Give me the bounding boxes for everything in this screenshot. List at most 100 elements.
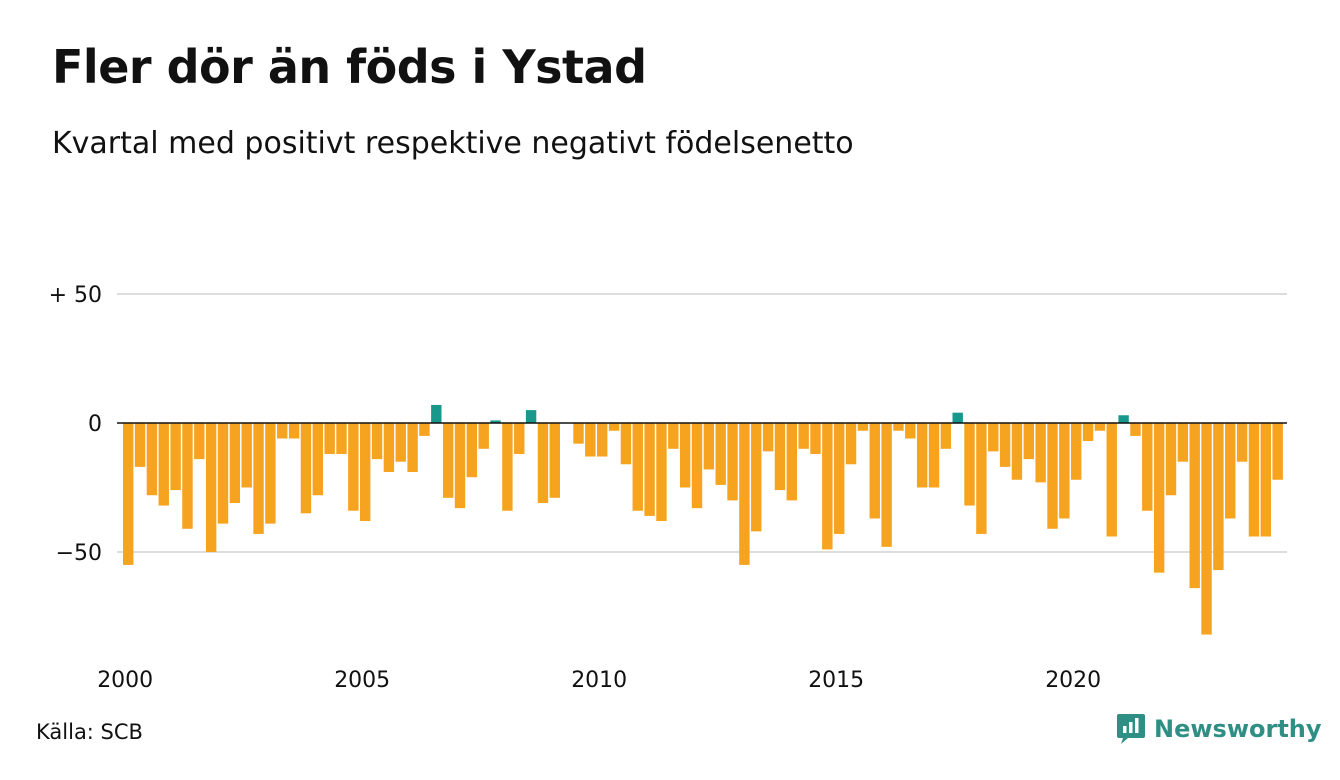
bar xyxy=(431,404,442,423)
bar xyxy=(822,423,833,550)
axes: + 50 0 −50 2000 2005 2010 2015 2020 xyxy=(49,283,1287,693)
x-tick-label: 2000 xyxy=(97,668,153,693)
bar xyxy=(869,423,880,519)
bar xyxy=(1094,423,1106,431)
bar xyxy=(158,423,169,506)
y-tick-label: −50 xyxy=(56,541,102,566)
bar xyxy=(668,423,679,449)
bar xyxy=(1236,423,1248,462)
bar xyxy=(123,423,134,565)
bar xyxy=(395,423,406,462)
bar xyxy=(751,423,762,532)
bar xyxy=(940,423,952,449)
bar xyxy=(442,423,454,498)
bar xyxy=(525,410,537,423)
bar xyxy=(881,423,892,547)
bar xyxy=(1106,423,1117,537)
bar xyxy=(1011,423,1023,480)
bar xyxy=(300,423,312,514)
bar xyxy=(1225,423,1236,519)
bar xyxy=(1023,423,1034,460)
bar xyxy=(324,423,335,454)
bar xyxy=(845,423,857,465)
newsworthy-logo-icon xyxy=(1117,714,1145,744)
bar xyxy=(1248,423,1260,537)
bar xyxy=(739,423,750,565)
bar xyxy=(988,423,999,452)
bar xyxy=(810,423,821,454)
bar xyxy=(999,423,1011,467)
bar xyxy=(644,423,655,516)
bar xyxy=(1071,423,1082,480)
bar xyxy=(1201,423,1212,635)
bar xyxy=(217,423,229,524)
bar xyxy=(597,423,608,457)
x-tick-label: 2005 xyxy=(334,668,390,693)
bar xyxy=(1118,415,1129,423)
y-tick-label: + 50 xyxy=(49,283,102,308)
bar xyxy=(715,423,726,485)
bar xyxy=(1177,423,1189,462)
bar xyxy=(537,423,549,503)
bar xyxy=(573,423,584,444)
bar xyxy=(1153,423,1165,573)
bar xyxy=(703,423,715,470)
bar xyxy=(478,423,489,449)
bar xyxy=(312,423,323,496)
bar xyxy=(170,423,181,491)
x-tick-label: 2010 xyxy=(571,668,627,693)
bar xyxy=(1165,423,1177,496)
bar xyxy=(134,423,146,467)
bar xyxy=(205,423,217,552)
bar xyxy=(916,423,928,488)
bar xyxy=(549,423,560,498)
bar xyxy=(1189,423,1200,589)
bar xyxy=(454,423,466,509)
bar xyxy=(253,423,264,534)
bar xyxy=(608,423,620,431)
y-tick-label: 0 xyxy=(88,412,102,437)
bar xyxy=(371,423,383,460)
source-note: Källa: SCB xyxy=(36,720,143,744)
brand-name: Newsworthy xyxy=(1154,715,1322,743)
chart-title: Fler dör än föds i Ystad xyxy=(52,40,647,94)
bar xyxy=(1082,423,1094,442)
bar xyxy=(691,423,703,509)
bar xyxy=(265,423,276,524)
bars xyxy=(123,404,1283,635)
bar-chart: + 50 0 −50 2000 2005 2010 2015 2020 xyxy=(49,283,1287,693)
bar xyxy=(964,423,975,506)
bar xyxy=(928,423,940,488)
gridlines xyxy=(117,293,1287,553)
bar xyxy=(1272,423,1283,480)
bar xyxy=(419,423,430,436)
bar xyxy=(360,423,371,522)
bar xyxy=(893,423,904,431)
bar xyxy=(798,423,809,449)
bar xyxy=(407,423,418,473)
bar xyxy=(857,423,869,431)
bar xyxy=(656,423,667,522)
bar xyxy=(762,423,774,452)
bar xyxy=(632,423,643,511)
bar xyxy=(194,423,205,460)
bar xyxy=(383,423,395,473)
bar xyxy=(146,423,158,496)
x-tick-label: 2020 xyxy=(1045,668,1101,693)
bar xyxy=(1130,423,1141,436)
bar xyxy=(1047,423,1058,529)
bar xyxy=(277,423,288,439)
bar xyxy=(952,412,963,423)
bar xyxy=(679,423,691,488)
bar xyxy=(774,423,786,491)
bar xyxy=(905,423,916,439)
bar xyxy=(182,423,193,529)
bar xyxy=(976,423,987,534)
bar xyxy=(490,420,501,423)
bar xyxy=(620,423,632,465)
bar xyxy=(1260,423,1271,537)
bar xyxy=(241,423,252,488)
brand-logo: Newsworthy xyxy=(1116,712,1322,746)
bar xyxy=(585,423,596,457)
bar xyxy=(288,423,300,439)
